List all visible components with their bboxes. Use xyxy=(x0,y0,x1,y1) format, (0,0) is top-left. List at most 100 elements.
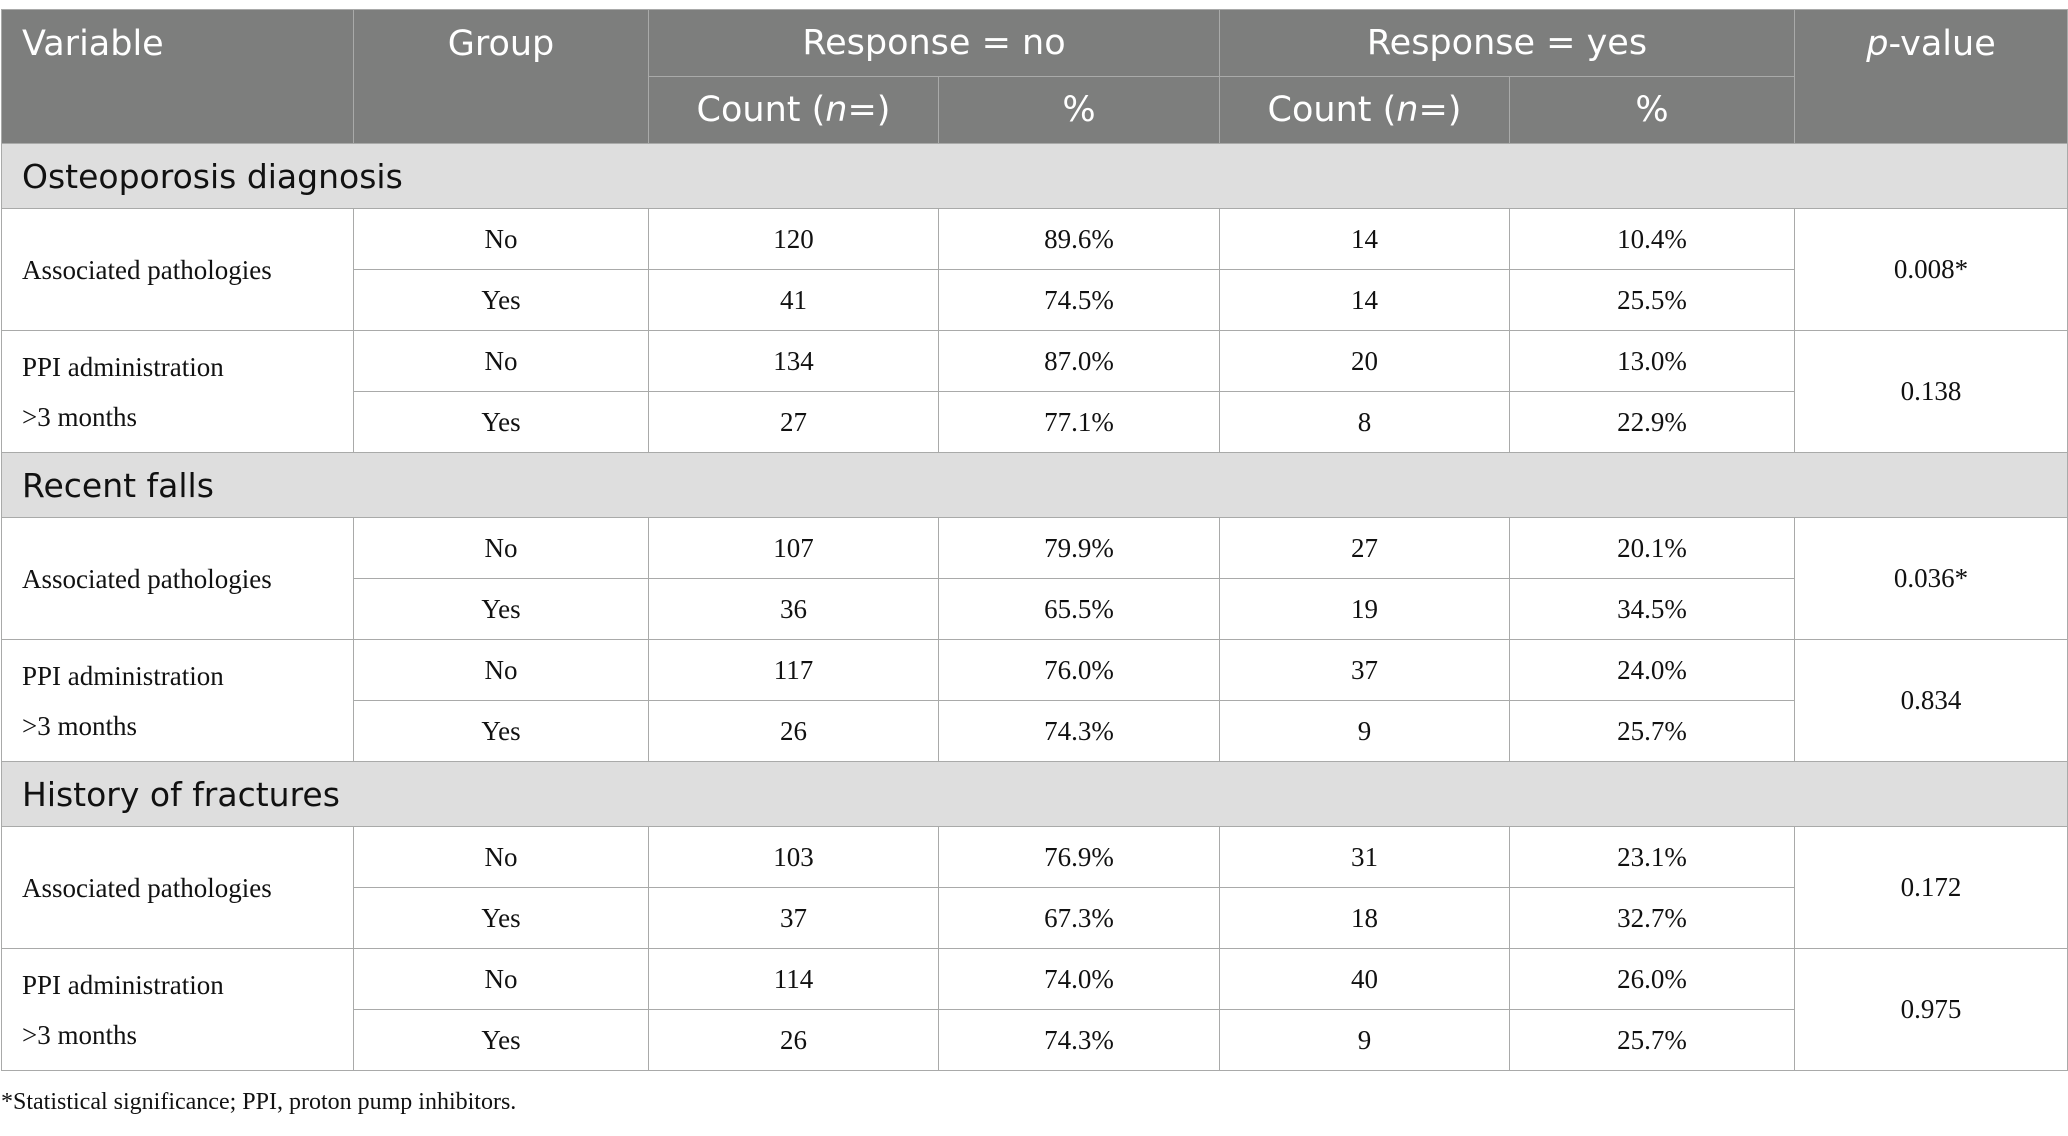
header-yes-percent: % xyxy=(1509,76,1795,144)
yes-count-cell: 31 xyxy=(1219,826,1510,888)
no-percent-cell: 87.0% xyxy=(938,330,1220,392)
no-percent-cell: 77.1% xyxy=(938,391,1220,453)
variable-label-line1: PPI administration xyxy=(22,351,224,382)
no-percent-cell: 74.3% xyxy=(938,700,1220,762)
table-row: PPI administration >3 months No 114 74.0% 40 2… xyxy=(1,948,2068,1071)
group-cell: No xyxy=(353,948,649,1010)
header-p-value-rest: -value xyxy=(1888,24,1996,64)
table-row: PPI administration >3 months No 134 87.0% 20 1… xyxy=(1,330,2068,453)
yes-percent-cell: 13.0% xyxy=(1509,330,1795,392)
yes-percent-cell: 25.5% xyxy=(1509,269,1795,331)
table-body: Osteoporosis diagnosis Associated patholo… xyxy=(1,143,2068,1071)
header-p-value-italic: p xyxy=(1866,24,1889,64)
yes-percent-cell: 26.0% xyxy=(1509,948,1795,1010)
yes-count-cell: 20 xyxy=(1219,330,1510,392)
yes-percent-cell: 34.5% xyxy=(1509,578,1795,640)
section-title: Osteoporosis diagnosis xyxy=(1,143,2068,209)
no-percent-cell: 74.5% xyxy=(938,269,1220,331)
yes-percent-cell: 25.7% xyxy=(1509,1009,1795,1071)
table-row: Associated pathologies No 103 76.9% 31 23.1% 0… xyxy=(1,826,2068,949)
no-percent-cell: 74.3% xyxy=(938,1009,1220,1071)
p-value-cell: 0.975 xyxy=(1794,948,2068,1071)
group-cell: No xyxy=(353,517,649,579)
yes-count-cell: 19 xyxy=(1219,578,1510,640)
variable-label: PPI administration >3 months xyxy=(1,330,354,453)
variable-label: PPI administration >3 months xyxy=(1,639,354,762)
no-count-cell: 114 xyxy=(648,948,939,1010)
no-count-cell: 134 xyxy=(648,330,939,392)
no-percent-cell: 74.0% xyxy=(938,948,1220,1010)
group-cell: No xyxy=(353,208,649,270)
no-percent-cell: 76.0% xyxy=(938,639,1220,701)
p-value-cell: 0.036* xyxy=(1794,517,2068,640)
variable-label-line1: Associated pathologies xyxy=(22,563,272,594)
section-row: Osteoporosis diagnosis xyxy=(1,143,2068,209)
yes-percent-cell: 24.0% xyxy=(1509,639,1795,701)
table-row: Yes 26 74.3% 9 25.7% xyxy=(2,1009,2068,1071)
group-cell: Yes xyxy=(353,269,649,331)
section-row: History of fractures xyxy=(1,761,2068,827)
no-count-cell: 26 xyxy=(648,1009,939,1071)
section-title: Recent falls xyxy=(1,452,2068,518)
yes-percent-cell: 20.1% xyxy=(1509,517,1795,579)
p-value-cell: 0.172 xyxy=(1794,826,2068,949)
yes-count-cell: 8 xyxy=(1219,391,1510,453)
yes-count-cell: 14 xyxy=(1219,208,1510,270)
variable-label-line1: Associated pathologies xyxy=(22,872,272,903)
no-count-cell: 103 xyxy=(648,826,939,888)
yes-percent-cell: 25.7% xyxy=(1509,700,1795,762)
group-cell: Yes xyxy=(353,1009,649,1071)
header-variable: Variable xyxy=(1,9,354,144)
group-cell: Yes xyxy=(353,887,649,949)
header-response-yes: Response = yes xyxy=(1219,9,1795,77)
no-count-cell: 27 xyxy=(648,391,939,453)
yes-count-cell: 14 xyxy=(1219,269,1510,331)
table-row: Yes 27 77.1% 8 22.9% xyxy=(2,391,2068,453)
yes-count-cell: 18 xyxy=(1219,887,1510,949)
variable-label-line2: >3 months xyxy=(22,401,137,432)
header-no-count: Count (n=) xyxy=(648,76,939,144)
group-cell: No xyxy=(353,826,649,888)
no-count-cell: 37 xyxy=(648,887,939,949)
variable-label: PPI administration >3 months xyxy=(1,948,354,1071)
table-header: Variable Group Response = no Response = … xyxy=(1,9,2068,144)
no-count-cell: 117 xyxy=(648,639,939,701)
variable-label-line2: >3 months xyxy=(22,710,137,741)
no-percent-cell: 89.6% xyxy=(938,208,1220,270)
yes-percent-cell: 23.1% xyxy=(1509,826,1795,888)
p-value-cell: 0.138 xyxy=(1794,330,2068,453)
table-row: Associated pathologies No 107 79.9% 27 20.1% 0… xyxy=(1,517,2068,640)
variable-label-line1: PPI administration xyxy=(22,969,224,1000)
variable-label-line1: Associated pathologies xyxy=(22,254,272,285)
table-row: Associated pathologies No 120 89.6% 14 10.4% 0… xyxy=(1,208,2068,331)
yes-percent-cell: 22.9% xyxy=(1509,391,1795,453)
results-table-wrapper: Variable Group Response = no Response = … xyxy=(0,9,2068,1071)
yes-count-cell: 40 xyxy=(1219,948,1510,1010)
group-cell: Yes xyxy=(353,391,649,453)
variable-label: Associated pathologies xyxy=(1,517,354,640)
results-table: Variable Group Response = no Response = … xyxy=(1,9,2068,1071)
no-count-cell: 107 xyxy=(648,517,939,579)
no-percent-cell: 76.9% xyxy=(938,826,1220,888)
no-count-cell: 120 xyxy=(648,208,939,270)
variable-label-line2: >3 months xyxy=(22,1019,137,1050)
table-row: Yes 37 67.3% 18 32.7% xyxy=(2,887,2068,949)
header-response-no: Response = no xyxy=(648,9,1220,77)
no-count-cell: 26 xyxy=(648,700,939,762)
no-percent-cell: 65.5% xyxy=(938,578,1220,640)
header-no-percent: % xyxy=(938,76,1220,144)
no-count-cell: 36 xyxy=(648,578,939,640)
p-value-cell: 0.008* xyxy=(1794,208,2068,331)
header-p-value: p-value xyxy=(1794,9,2068,144)
variable-label: Associated pathologies xyxy=(1,826,354,949)
section-title: History of fractures xyxy=(1,761,2068,827)
group-cell: Yes xyxy=(353,700,649,762)
variable-label-line1: PPI administration xyxy=(22,660,224,691)
table-footnote: *Statistical significance; PPI, proton p… xyxy=(1,1089,517,1115)
section-row: Recent falls xyxy=(1,452,2068,518)
group-cell: No xyxy=(353,639,649,701)
yes-percent-cell: 32.7% xyxy=(1509,887,1795,949)
table-row: Yes 26 74.3% 9 25.7% xyxy=(2,700,2068,762)
yes-count-cell: 27 xyxy=(1219,517,1510,579)
header-group: Group xyxy=(353,9,649,144)
